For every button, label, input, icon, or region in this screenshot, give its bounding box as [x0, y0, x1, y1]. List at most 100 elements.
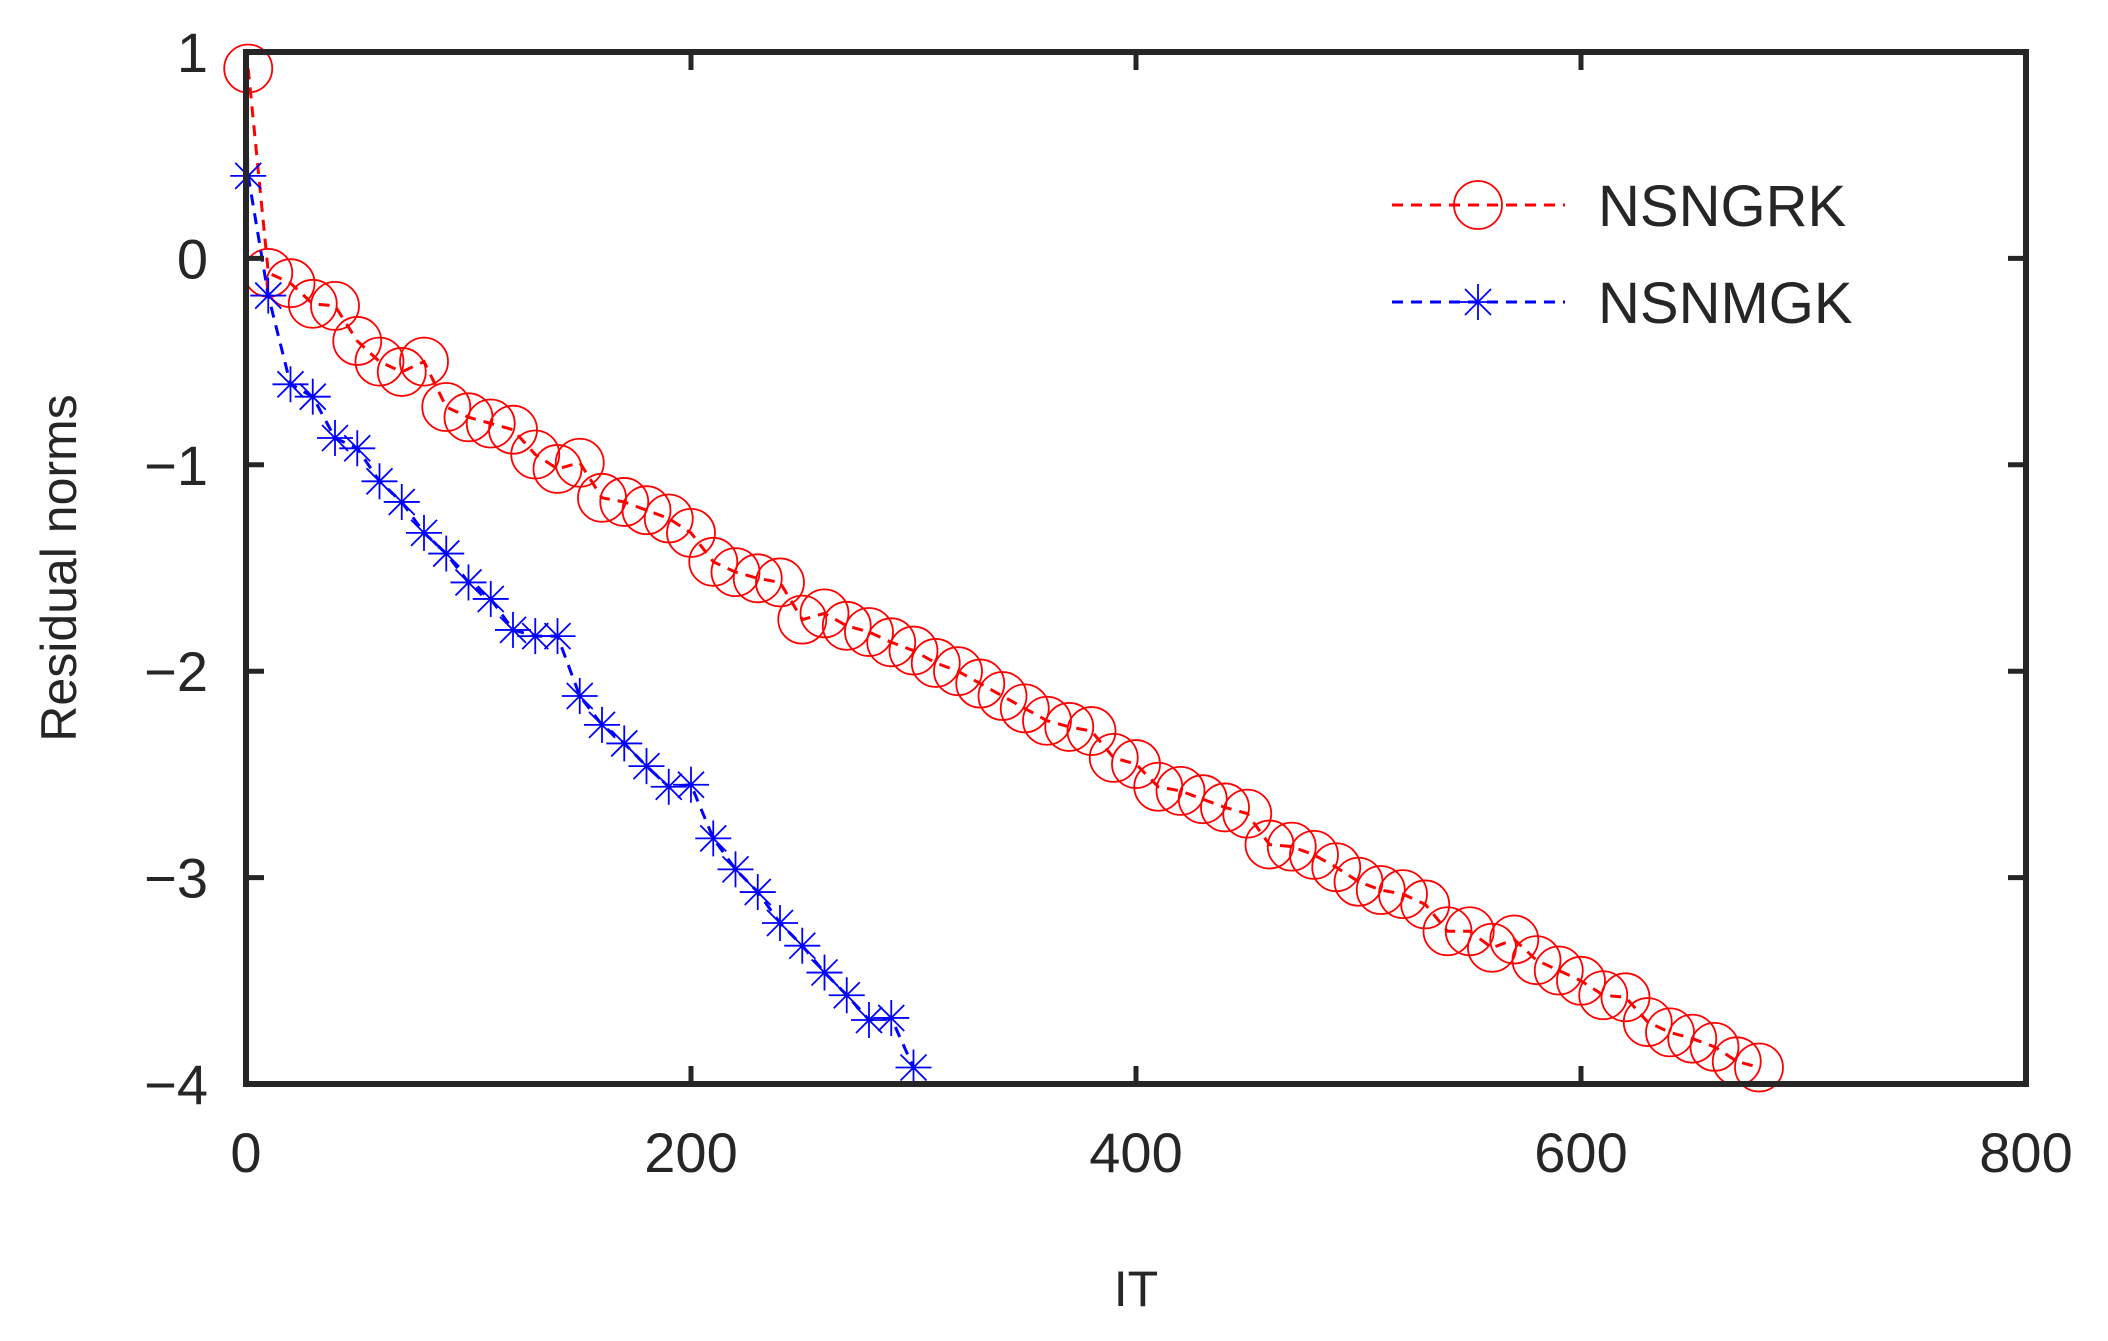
data-point-nsngrk-35	[999, 683, 1050, 734]
legend-marker-nsnmgk	[1460, 284, 1496, 320]
data-point-nsngrk-6	[354, 336, 405, 387]
data-point-nsngrk-42	[1155, 766, 1206, 816]
x-tick-label-4: 800	[1979, 1121, 2072, 1184]
data-point-nsngrk-8	[399, 336, 449, 387]
data-point-nsngrk-54	[1422, 906, 1473, 957]
y-tick-label-5: −4	[144, 1053, 208, 1116]
tick-labels-layer: 0 200 400 600 800 1 0 −1 −2 −3 −4	[144, 21, 2073, 1184]
x-axis-label: IT	[1114, 1261, 1158, 1317]
x-tick-label-2: 400	[1089, 1121, 1182, 1184]
data-point-nsngrk-11	[465, 398, 516, 449]
data-point-nsngrk-39	[1088, 732, 1139, 783]
data-point-nsngrk-51	[1355, 865, 1406, 915]
legend-entry-nsngrk: NSNGRK	[1392, 174, 1846, 239]
data-point-nsnmgk-9	[428, 535, 465, 572]
x-tick-label-0: 0	[230, 1121, 261, 1184]
data-point-nsngrk-30	[888, 625, 939, 676]
data-point-nsnmgk-28	[851, 1002, 887, 1039]
data-point-nsnmgk-19	[650, 768, 687, 805]
data-point-nsnmgk-17	[606, 725, 643, 762]
data-point-nsngrk-58	[1511, 935, 1562, 986]
data-point-nsngrk-64	[1645, 1007, 1695, 1058]
y-tick-label-0: 1	[177, 21, 208, 84]
data-point-nsngrk-44	[1200, 782, 1250, 833]
data-point-nsngrk-52	[1378, 869, 1428, 920]
data-point-nsnmgk-22	[717, 851, 754, 888]
data-point-nsnmgk-21	[695, 820, 732, 857]
data-point-nsnmgk-29	[873, 999, 910, 1036]
data-point-nsnmgk-3	[294, 378, 331, 415]
data-point-nsngrk-28	[844, 607, 894, 657]
data-point-nsngrk-32	[933, 646, 983, 697]
legend-entry-nsnmgk: NSNMGK	[1392, 271, 1853, 336]
data-point-nsnmgk-26	[806, 954, 843, 991]
data-point-nsnmgk-24	[762, 905, 798, 942]
series-nsnmgk	[230, 157, 932, 1086]
data-point-nsnmgk-27	[828, 977, 865, 1014]
data-point-nsnmgk-15	[561, 677, 598, 714]
legend-marker-nsngrk	[1453, 180, 1503, 230]
data-point-nsnmgk-23	[739, 874, 776, 911]
data-point-nsngrk-21	[688, 536, 739, 587]
y-tick-label-4: −3	[144, 847, 208, 910]
data-point-nsngrk-22	[710, 547, 761, 598]
data-point-nsngrk-7	[376, 347, 427, 397]
data-point-nsngrk-3	[287, 278, 338, 329]
data-point-nsngrk-9	[421, 382, 472, 432]
data-point-nsnmgk-30	[895, 1049, 932, 1086]
data-point-nsngrk-26	[799, 588, 850, 639]
data-point-nsnmgk-25	[784, 927, 821, 964]
y-axis-label: Residual norms	[31, 394, 87, 741]
data-point-nsngrk-29	[866, 617, 917, 668]
x-tick-label-3: 600	[1534, 1121, 1627, 1184]
series-layer	[223, 43, 1784, 1093]
data-point-nsngrk-5	[332, 316, 383, 366]
data-point-nsngrk-2	[265, 258, 316, 309]
data-point-nsngrk-48	[1289, 829, 1339, 880]
data-point-nsngrk-65	[1667, 1013, 1718, 1064]
series-nsngrk	[223, 43, 1784, 1093]
data-point-nsngrk-61	[1578, 970, 1629, 1021]
data-point-nsngrk-17	[599, 477, 650, 527]
data-point-nsnmgk-1	[250, 277, 287, 314]
data-point-nsngrk-38	[1066, 706, 1117, 756]
data-point-nsnmgk-6	[361, 463, 398, 500]
data-point-nsngrk-34	[977, 671, 1028, 721]
legend: NSNGRK NSNMGK	[1392, 174, 1853, 336]
legend-label-nsnmgk: NSNMGK	[1598, 271, 1853, 336]
data-point-nsnmgk-7	[383, 483, 420, 520]
y-tick-label-3: −2	[144, 640, 208, 703]
data-point-nsngrk-36	[1022, 695, 1072, 746]
data-point-nsnmgk-16	[584, 706, 620, 743]
data-point-nsnmgk-18	[628, 748, 665, 785]
data-point-nsngrk-68	[1734, 1042, 1784, 1093]
data-point-nsngrk-23	[732, 553, 783, 604]
data-point-nsngrk-25	[777, 594, 828, 645]
data-point-nsngrk-24	[755, 557, 805, 608]
legend-label-nsngrk: NSNGRK	[1598, 174, 1846, 239]
data-point-nsngrk-57	[1489, 914, 1540, 965]
data-point-nsngrk-31	[910, 638, 961, 688]
data-point-nsngrk-47	[1266, 821, 1317, 872]
data-point-nsngrk-63	[1622, 997, 1673, 1047]
data-point-nsnmgk-20	[673, 766, 709, 803]
data-point-nsngrk-27	[821, 600, 872, 651]
data-point-nsngrk-40	[1111, 739, 1161, 789]
data-point-nsnmgk-8	[406, 514, 442, 551]
data-point-nsngrk-18	[621, 485, 672, 536]
data-point-nsngrk-43	[1177, 774, 1228, 825]
data-point-nsngrk-37	[1044, 702, 1095, 752]
data-point-nsngrk-14	[532, 444, 583, 494]
plot-area-frame	[243, 49, 2029, 1087]
data-point-nsngrk-46	[1244, 819, 1295, 870]
data-point-nsnmgk-5	[339, 430, 376, 467]
y-tick-label-2: −1	[144, 434, 208, 497]
data-point-nsnmgk-10	[450, 564, 487, 601]
data-point-nsngrk-33	[955, 658, 1006, 709]
x-tick-label-1: 200	[644, 1121, 737, 1184]
data-point-nsngrk-20	[666, 508, 716, 558]
data-point-nsngrk-53	[1400, 879, 1451, 930]
data-point-nsnmgk-12	[495, 611, 531, 648]
